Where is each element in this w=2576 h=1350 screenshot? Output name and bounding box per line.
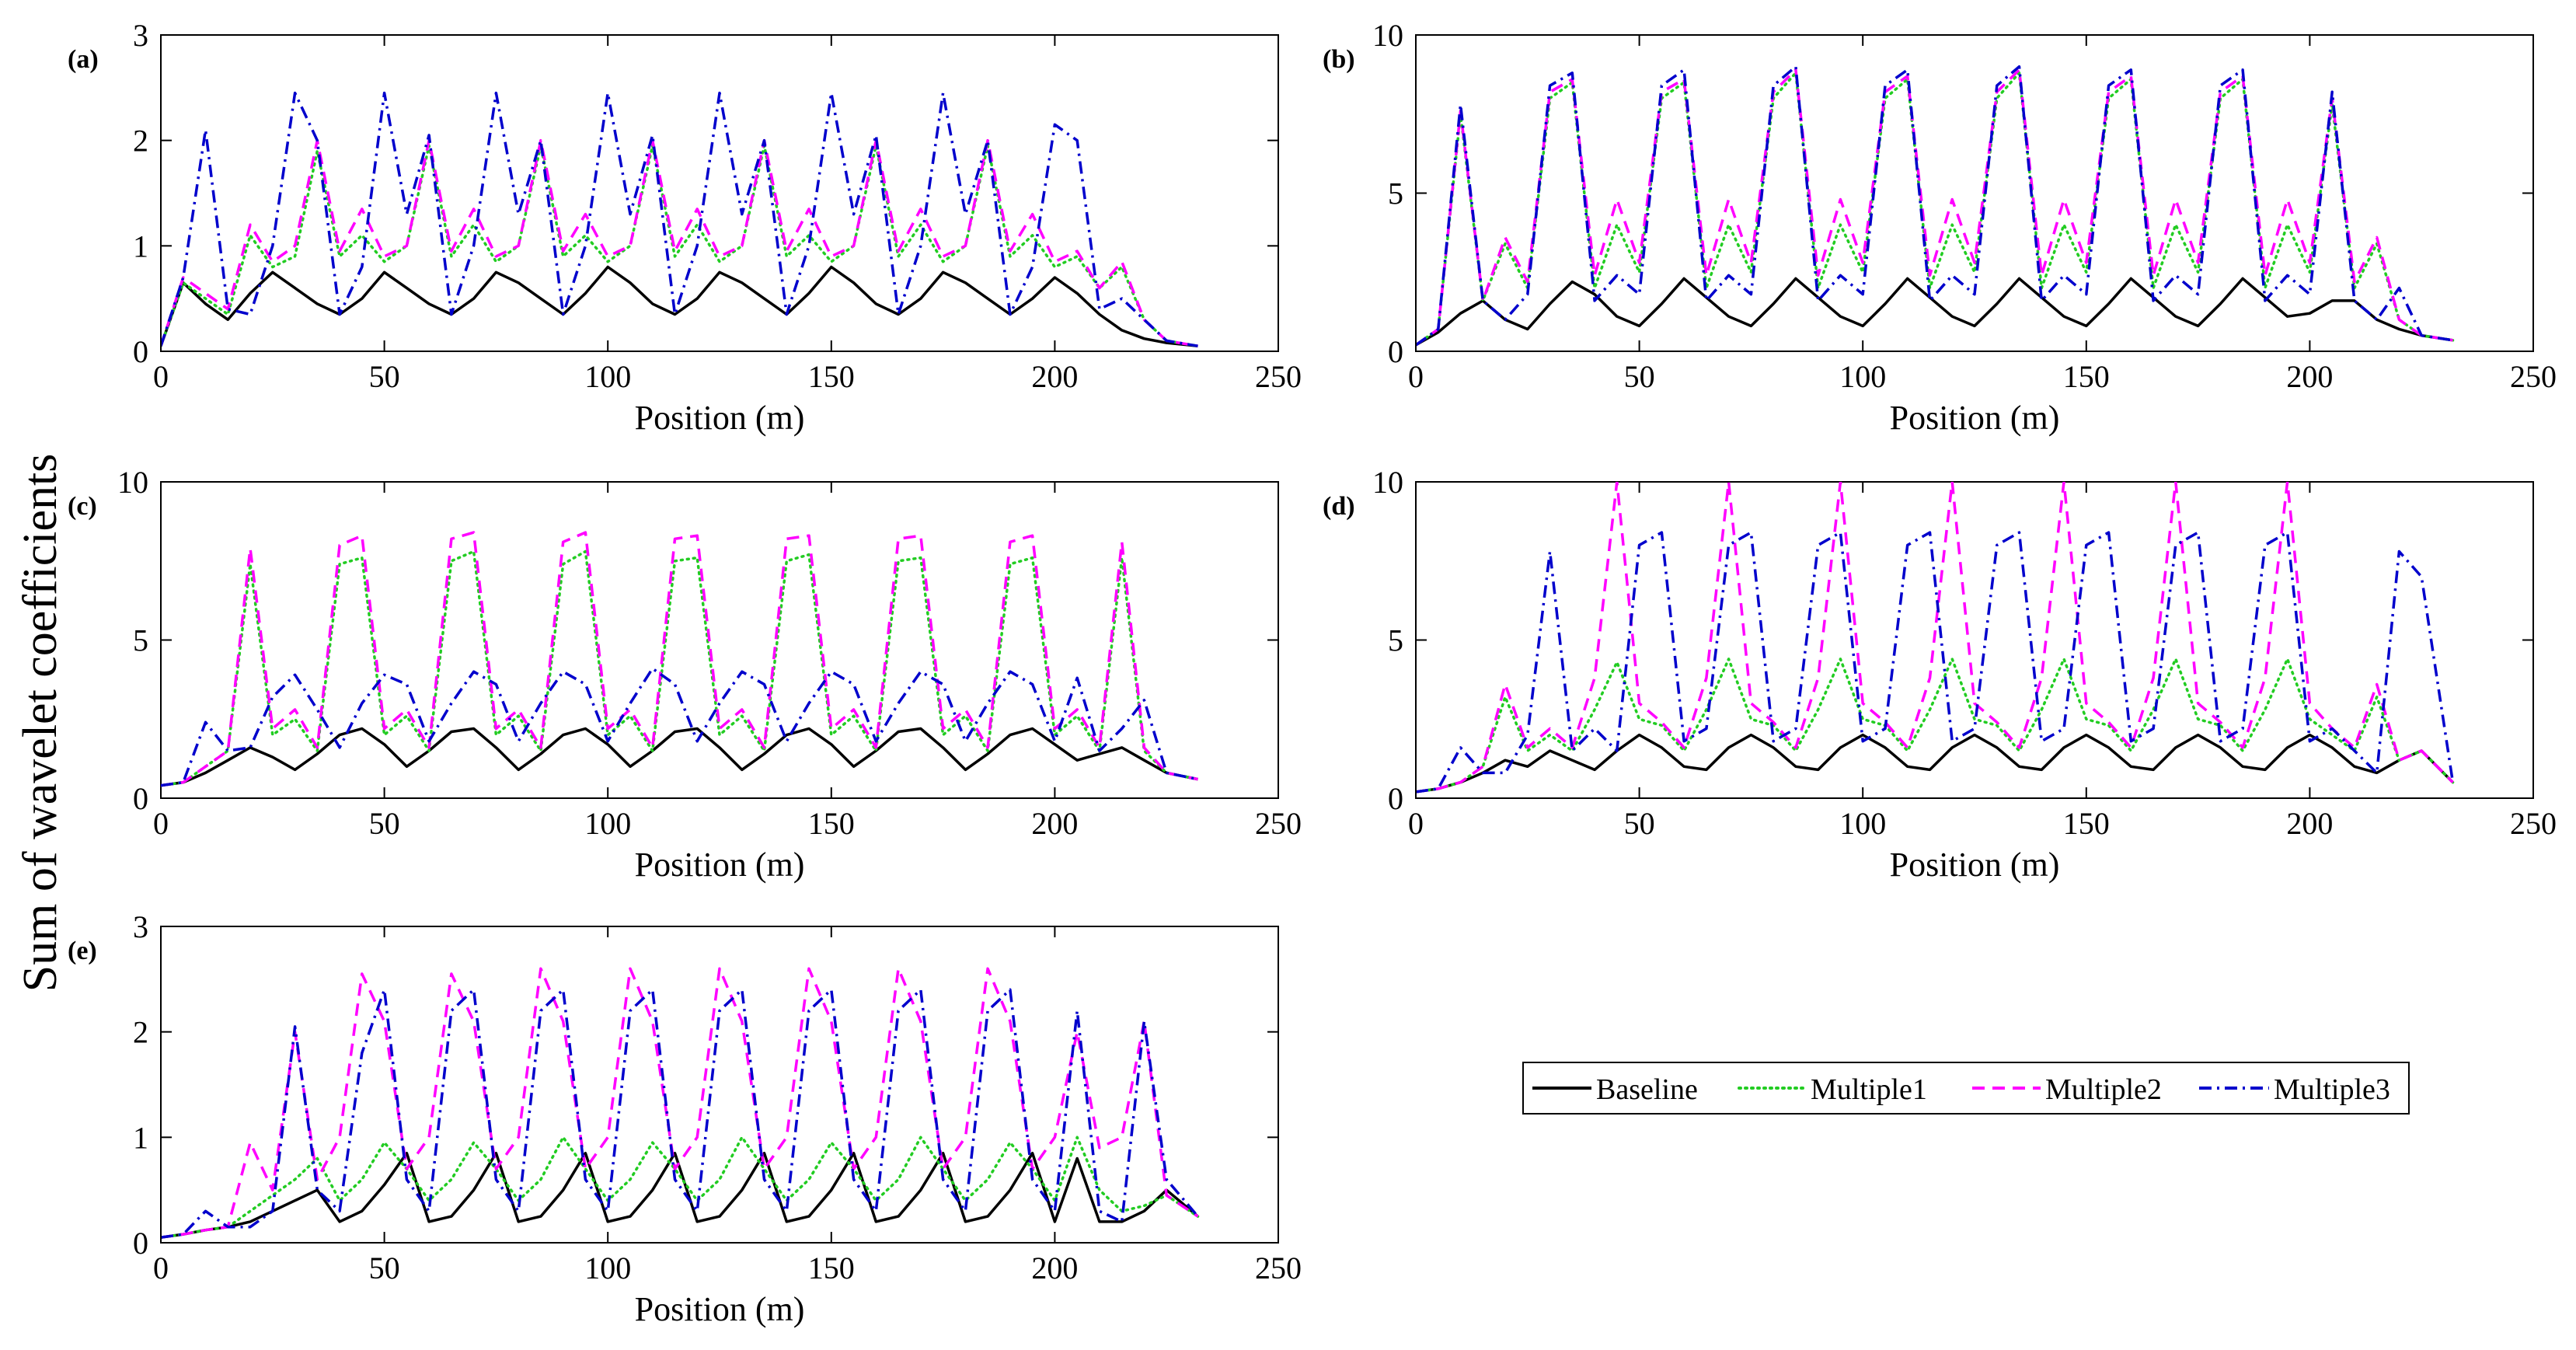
series-group	[1416, 65, 2455, 347]
legend-label-multiple1: Multiple1	[1811, 1073, 1927, 1106]
series-line-multiple2	[1416, 68, 2453, 347]
x-tick-label: 250	[2510, 806, 2557, 841]
panel-label: (b)	[1323, 45, 1355, 74]
y-tick-label: 1	[133, 1120, 148, 1155]
series-line-multiple3	[161, 91, 1198, 347]
x-tick-label: 200	[2286, 359, 2333, 394]
x-axis-label: Position (m)	[635, 1290, 805, 1328]
series-group	[161, 967, 1200, 1239]
x-tick-label: 250	[1255, 1251, 1302, 1285]
plot-area	[160, 34, 1279, 352]
legend-label-baseline: Baseline	[1596, 1073, 1698, 1106]
series-line-multiple1	[1416, 658, 2455, 794]
panel-c: 0 50 100 150 200 250 0 5 10 Position (m) (c)	[68, 465, 1302, 884]
x-tick-label: 50	[369, 1251, 400, 1285]
y-tick-label: 0	[1388, 781, 1403, 816]
series-line-multiple1	[161, 144, 1200, 347]
plot-area	[160, 481, 1279, 799]
panel-label: (e)	[68, 937, 97, 965]
y-tick-label: 0	[1388, 334, 1403, 369]
x-tick-label: 0	[153, 1251, 169, 1285]
x-tick-label: 100	[584, 806, 631, 841]
y-tick-label: 2	[133, 124, 148, 159]
x-tick-label: 100	[1839, 806, 1886, 841]
figure-ylabel: Sum of wavelet coefficients	[14, 454, 67, 992]
x-tick-label: 0	[1408, 806, 1424, 841]
x-axis-label: Position (m)	[635, 846, 805, 884]
y-tick-label: 1	[133, 228, 148, 263]
panel-d: 0 50 100 150 200 250 0 5 10 Position (m) (d)	[1323, 465, 2557, 884]
series-line-multiple3	[161, 667, 1198, 787]
panel-label: (c)	[68, 492, 97, 521]
x-tick-label: 200	[1031, 359, 1078, 394]
x-tick-label: 0	[1408, 359, 1424, 394]
y-tick-label: 5	[1388, 176, 1403, 211]
x-tick-label: 150	[808, 806, 855, 841]
series-line-multiple2	[161, 138, 1198, 347]
x-tick-label: 50	[1624, 359, 1655, 394]
series-line-baseline	[161, 265, 1198, 347]
series-line-multiple1	[161, 549, 1200, 787]
x-axis-label: Position (m)	[635, 399, 805, 437]
x-tick-label: 100	[584, 359, 631, 394]
plot-area	[1415, 481, 2534, 799]
x-tick-label: 200	[1031, 1251, 1078, 1285]
series-group	[1416, 482, 2455, 794]
series-line-multiple3	[1416, 531, 2455, 794]
series-line-multiple1	[161, 1135, 1200, 1239]
plot-area	[1415, 34, 2534, 352]
x-tick-label: 50	[1624, 806, 1655, 841]
x-tick-label: 250	[1255, 806, 1302, 841]
x-tick-label: 250	[2510, 359, 2557, 394]
x-tick-label: 150	[2063, 359, 2110, 394]
x-tick-label: 50	[369, 359, 400, 394]
y-tick-label: 3	[133, 909, 148, 944]
series-line-multiple3	[1416, 65, 2453, 347]
y-tick-label: 5	[1388, 623, 1403, 658]
x-tick-label: 0	[153, 806, 169, 841]
y-tick-label: 0	[133, 1226, 148, 1261]
series-line-multiple2	[1416, 482, 2454, 794]
series-line-multiple2	[161, 531, 1198, 787]
y-tick-label: 2	[133, 1015, 148, 1050]
series-group	[161, 91, 1200, 347]
x-tick-label: 50	[369, 806, 400, 841]
y-tick-label: 0	[133, 781, 148, 816]
x-tick-label: 150	[808, 359, 855, 394]
y-tick-label: 3	[133, 18, 148, 53]
x-tick-label: 200	[1031, 806, 1078, 841]
series-line-baseline	[161, 727, 1198, 787]
x-tick-label: 100	[1839, 359, 1886, 394]
panel-label: (d)	[1323, 492, 1355, 521]
x-tick-label: 200	[2286, 806, 2333, 841]
panel-e: 0 50 100 150 200 250 0 1 2 3 Position (m) (e)	[68, 909, 1302, 1328]
legend-label-multiple2: Multiple2	[2045, 1073, 2162, 1106]
legend: Baseline Multiple1 Multiple2 Multiple3	[1522, 1062, 2410, 1115]
series-line-multiple2	[161, 967, 1199, 1239]
series-line-multiple3	[161, 988, 1199, 1239]
y-tick-label: 0	[133, 334, 148, 369]
series-group	[161, 531, 1200, 787]
series-line-baseline	[1416, 733, 2454, 794]
x-tick-label: 100	[584, 1251, 631, 1285]
y-tick-label: 5	[133, 623, 148, 658]
x-axis-label: Position (m)	[1890, 846, 2060, 884]
series-line-baseline	[161, 1151, 1199, 1239]
y-tick-label: 10	[1372, 18, 1403, 53]
x-axis-label: Position (m)	[1890, 399, 2060, 437]
x-tick-label: 150	[808, 1251, 855, 1285]
panel-a: 0 50 100 150 200 250 0 1 2 3 Position (m) (a)	[68, 18, 1302, 437]
y-tick-label: 10	[117, 465, 148, 500]
y-tick-label: 10	[1372, 465, 1403, 500]
legend-label-multiple3: Multiple3	[2274, 1073, 2390, 1106]
x-tick-label: 250	[1255, 359, 1302, 394]
x-tick-label: 150	[2063, 806, 2110, 841]
panel-label: (a)	[68, 45, 99, 74]
x-tick-label: 0	[153, 359, 169, 394]
panel-b: 0 50 100 150 200 250 0 5 10 Position (m) (b)	[1323, 18, 2557, 437]
